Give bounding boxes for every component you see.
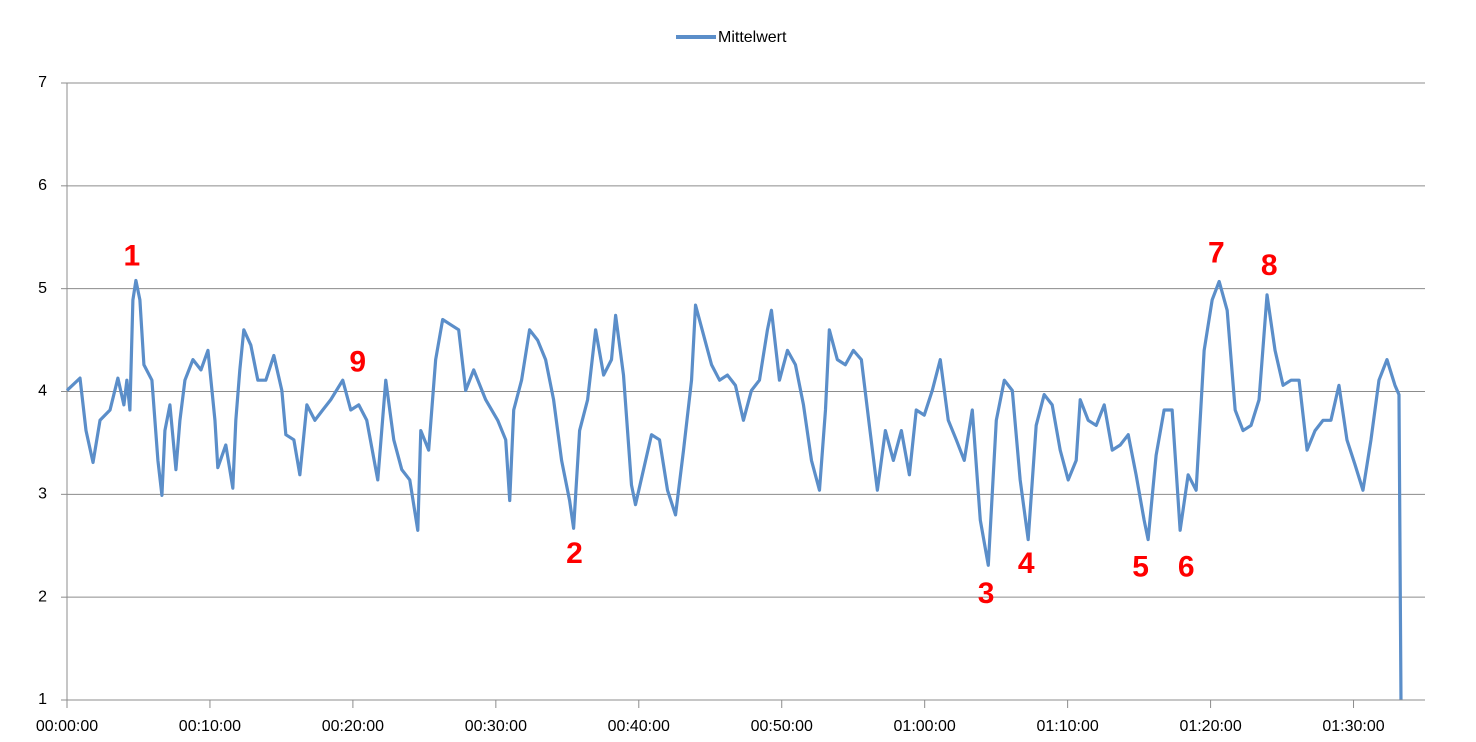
y-tick-label: 4: [38, 383, 47, 400]
x-tick-label: 01:00:00: [894, 718, 956, 735]
annotation: 8: [1261, 249, 1278, 282]
x-tick-label: 01:30:00: [1322, 718, 1384, 735]
y-tick-label: 7: [38, 74, 47, 91]
data-line: [65, 278, 1403, 701]
annotation: 6: [1178, 550, 1195, 583]
x-tick-label: 00:00:00: [36, 718, 98, 735]
x-tick-label: 00:10:00: [179, 718, 241, 735]
x-tick-label: 00:20:00: [322, 718, 384, 735]
x-tick-label: 01:10:00: [1036, 718, 1098, 735]
annotation: 5: [1132, 550, 1149, 583]
x-tick-label: 01:20:00: [1179, 718, 1241, 735]
legend-label: Mittelwert: [718, 29, 787, 46]
y-tick-label: 2: [38, 588, 47, 605]
y-tick-label: 5: [38, 280, 47, 297]
y-tick-label: 1: [38, 691, 47, 708]
annotation: 4: [1018, 547, 1035, 580]
x-tick-label: 00:40:00: [608, 718, 670, 735]
y-tick-label: 3: [38, 486, 47, 503]
annotation: 3: [978, 577, 995, 610]
x-tick-label: 00:50:00: [751, 718, 813, 735]
annotation: 1: [124, 240, 141, 273]
annotation: 7: [1208, 237, 1225, 270]
annotation: 2: [566, 537, 583, 570]
y-tick-label: 6: [38, 177, 47, 194]
annotation: 9: [349, 346, 366, 379]
x-tick-label: 00:30:00: [465, 718, 527, 735]
